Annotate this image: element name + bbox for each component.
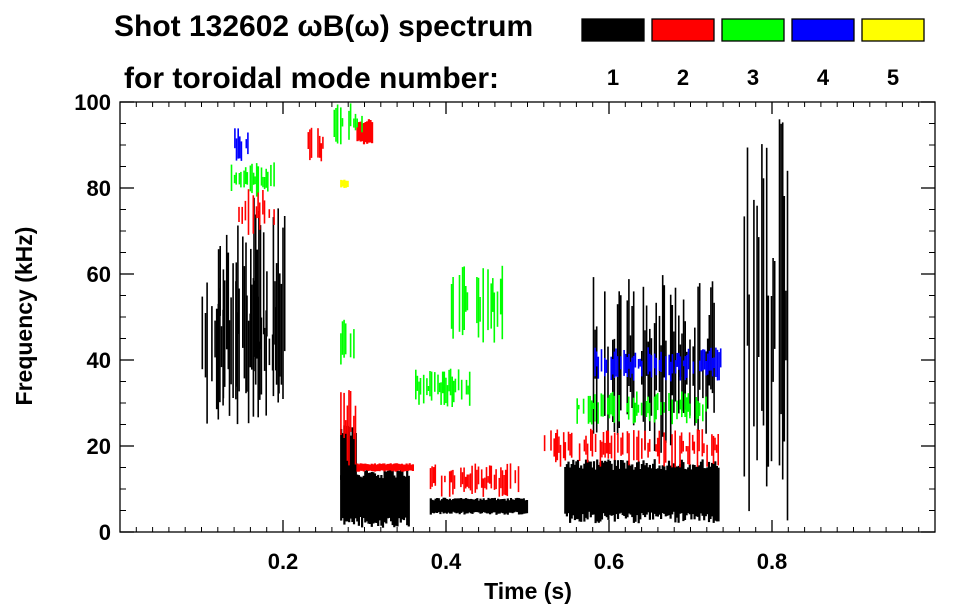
series-3-region-2 [333,103,363,145]
legend-swatch-4 [791,18,855,42]
series-4-region-1 [234,128,249,161]
legend-swatch-2 [651,18,715,42]
chart-title-line1: Shot 132602 ωB(ω) spectrum [114,10,533,43]
series-2-region-4 [340,390,357,466]
legend-swatch-1 [581,18,645,42]
x-tick-label: 0.8 [757,549,788,574]
series-3-region-3 [340,319,355,365]
y-tick-label: 0 [99,520,111,545]
series-5-region-1 [340,179,349,188]
series-3-region-4 [450,265,504,343]
series-2-region-6 [429,463,520,497]
series-3-region-5 [415,368,471,407]
y-axis-label: Frequency (kHz) [11,227,37,406]
series-2-region-2 [307,127,324,162]
spectrogram-data [201,103,789,528]
x-tick-label: 0.4 [431,549,462,574]
legend-mode-5: 5 [887,65,899,90]
series-1 [201,119,789,528]
y-tick-label: 100 [74,90,111,115]
legend: 1 2 3 4 5 [581,18,925,90]
x-axis-label: Time (s) [484,578,572,604]
series-1-region-2 [201,278,280,425]
series-1-region-8 [743,119,789,521]
series-1-region-5 [429,497,529,515]
series-2 [238,119,719,497]
x-tick-label: 0.2 [268,549,299,574]
legend-mode-1: 1 [607,65,619,90]
legend-mode-2: 2 [677,65,689,90]
series-2-region-3 [356,119,374,145]
y-tick-label: 20 [87,434,111,459]
legend-mode-3: 3 [747,65,759,90]
legend-swatch-3 [721,18,785,42]
series-4-region-2 [594,347,722,382]
series-4 [234,128,722,382]
y-tick-label: 60 [87,262,111,287]
series-1-region-3 [340,468,410,528]
legend-mode-4: 4 [817,65,830,90]
series-3-region-1 [230,162,275,197]
series-2-region-5 [356,463,414,472]
chart-title-line2: for toroidal mode number: [124,62,499,95]
axes: 0.2 0.4 0.6 0.8 0 20 40 60 80 100 [74,90,936,574]
series-3-region-6 [576,391,707,425]
y-tick-label: 80 [87,176,111,201]
x-tick-label: 0.6 [594,549,625,574]
series-3 [230,103,707,425]
series-1-region-6 [564,459,720,524]
y-tick-label: 40 [87,348,111,373]
series-2-region-7 [543,428,719,468]
legend-swatch-5 [861,18,925,42]
series-5 [340,179,349,188]
series-2-region-1 [238,189,275,235]
